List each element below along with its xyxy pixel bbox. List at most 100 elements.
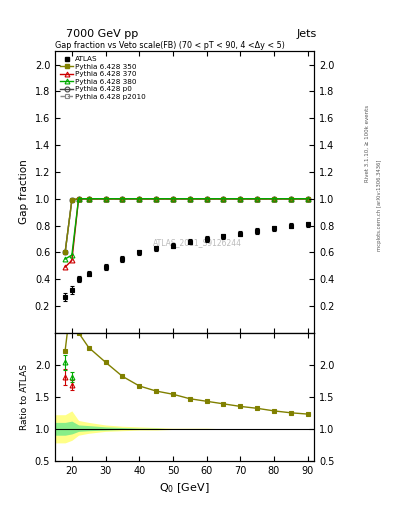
Pythia 6.428 350 [76, 196, 81, 202]
Pythia 6.428 350 [255, 196, 259, 202]
Pythia 6.428 380 [76, 196, 81, 202]
Pythia 6.428 370 [221, 196, 226, 202]
Pythia 6.428 370 [305, 196, 310, 202]
Pythia 6.428 350 [305, 196, 310, 202]
Pythia 6.428 350 [70, 197, 74, 203]
Pythia 6.428 370 [154, 196, 158, 202]
Pythia 6.428 p2010 [86, 196, 91, 202]
Pythia 6.428 380 [238, 196, 242, 202]
Pythia 6.428 p0 [103, 196, 108, 202]
Pythia 6.428 p2010 [137, 196, 141, 202]
Pythia 6.428 p2010 [154, 196, 158, 202]
Pythia 6.428 380 [255, 196, 259, 202]
Pythia 6.428 350 [272, 196, 276, 202]
Line: Pythia 6.428 p0: Pythia 6.428 p0 [63, 196, 310, 255]
Pythia 6.428 370 [272, 196, 276, 202]
Pythia 6.428 p0 [204, 196, 209, 202]
Pythia 6.428 p2010 [288, 196, 293, 202]
Pythia 6.428 p2010 [187, 196, 192, 202]
Text: Gap fraction vs Veto scale(FB) (70 < pT < 90, 4 <Δy < 5): Gap fraction vs Veto scale(FB) (70 < pT … [55, 41, 285, 50]
Pythia 6.428 380 [86, 196, 91, 202]
Pythia 6.428 370 [86, 196, 91, 202]
Pythia 6.428 p0 [272, 196, 276, 202]
Pythia 6.428 p0 [221, 196, 226, 202]
Line: Pythia 6.428 p2010: Pythia 6.428 p2010 [63, 196, 310, 255]
Pythia 6.428 p2010 [238, 196, 242, 202]
Pythia 6.428 350 [103, 196, 108, 202]
Pythia 6.428 p0 [154, 196, 158, 202]
Pythia 6.428 p0 [120, 196, 125, 202]
Pythia 6.428 p2010 [204, 196, 209, 202]
Pythia 6.428 p0 [288, 196, 293, 202]
Pythia 6.428 p0 [70, 197, 74, 203]
Pythia 6.428 p2010 [255, 196, 259, 202]
Pythia 6.428 380 [221, 196, 226, 202]
Pythia 6.428 380 [204, 196, 209, 202]
Pythia 6.428 p0 [305, 196, 310, 202]
X-axis label: Q$_0$ [GeV]: Q$_0$ [GeV] [160, 481, 210, 495]
Pythia 6.428 350 [187, 196, 192, 202]
Pythia 6.428 370 [255, 196, 259, 202]
Pythia 6.428 370 [187, 196, 192, 202]
Pythia 6.428 380 [171, 196, 175, 202]
Pythia 6.428 p2010 [70, 197, 74, 203]
Text: 7000 GeV pp: 7000 GeV pp [66, 29, 138, 39]
Pythia 6.428 380 [272, 196, 276, 202]
Pythia 6.428 350 [63, 249, 68, 255]
Pythia 6.428 p0 [76, 196, 81, 202]
Pythia 6.428 380 [187, 196, 192, 202]
Pythia 6.428 p2010 [120, 196, 125, 202]
Pythia 6.428 p2010 [272, 196, 276, 202]
Pythia 6.428 350 [154, 196, 158, 202]
Y-axis label: Ratio to ATLAS: Ratio to ATLAS [20, 364, 29, 430]
Pythia 6.428 370 [76, 196, 81, 202]
Pythia 6.428 350 [204, 196, 209, 202]
Pythia 6.428 350 [137, 196, 141, 202]
Line: Pythia 6.428 380: Pythia 6.428 380 [63, 196, 310, 262]
Pythia 6.428 p0 [137, 196, 141, 202]
Pythia 6.428 370 [171, 196, 175, 202]
Line: Pythia 6.428 350: Pythia 6.428 350 [63, 196, 310, 255]
Pythia 6.428 380 [70, 252, 74, 258]
Pythia 6.428 p2010 [305, 196, 310, 202]
Pythia 6.428 350 [288, 196, 293, 202]
Pythia 6.428 380 [154, 196, 158, 202]
Pythia 6.428 p0 [63, 249, 68, 255]
Pythia 6.428 380 [103, 196, 108, 202]
Pythia 6.428 p2010 [76, 196, 81, 202]
Pythia 6.428 370 [238, 196, 242, 202]
Pythia 6.428 350 [171, 196, 175, 202]
Pythia 6.428 p2010 [103, 196, 108, 202]
Pythia 6.428 p2010 [171, 196, 175, 202]
Pythia 6.428 350 [86, 196, 91, 202]
Pythia 6.428 370 [204, 196, 209, 202]
Text: Jets: Jets [296, 29, 317, 39]
Pythia 6.428 380 [120, 196, 125, 202]
Pythia 6.428 380 [63, 256, 68, 262]
Text: mcplots.cern.ch [arXiv:1306.3436]: mcplots.cern.ch [arXiv:1306.3436] [377, 159, 382, 250]
Pythia 6.428 p2010 [221, 196, 226, 202]
Pythia 6.428 380 [288, 196, 293, 202]
Pythia 6.428 370 [288, 196, 293, 202]
Pythia 6.428 p0 [86, 196, 91, 202]
Pythia 6.428 370 [137, 196, 141, 202]
Pythia 6.428 350 [238, 196, 242, 202]
Pythia 6.428 p0 [238, 196, 242, 202]
Pythia 6.428 p0 [187, 196, 192, 202]
Pythia 6.428 p2010 [63, 249, 68, 255]
Legend: ATLAS, Pythia 6.428 350, Pythia 6.428 370, Pythia 6.428 380, Pythia 6.428 p0, Py: ATLAS, Pythia 6.428 350, Pythia 6.428 37… [59, 55, 147, 101]
Pythia 6.428 370 [103, 196, 108, 202]
Pythia 6.428 370 [70, 258, 74, 264]
Pythia 6.428 p0 [171, 196, 175, 202]
Pythia 6.428 380 [137, 196, 141, 202]
Pythia 6.428 p0 [255, 196, 259, 202]
Pythia 6.428 370 [63, 264, 68, 270]
Line: Pythia 6.428 370: Pythia 6.428 370 [63, 196, 310, 269]
Pythia 6.428 350 [120, 196, 125, 202]
Y-axis label: Gap fraction: Gap fraction [19, 160, 29, 224]
Pythia 6.428 350 [221, 196, 226, 202]
Text: Rivet 3.1.10, ≥ 100k events: Rivet 3.1.10, ≥ 100k events [365, 105, 370, 182]
Text: ATLAS_2011_S9126244: ATLAS_2011_S9126244 [153, 238, 242, 247]
Pythia 6.428 380 [305, 196, 310, 202]
Pythia 6.428 370 [120, 196, 125, 202]
